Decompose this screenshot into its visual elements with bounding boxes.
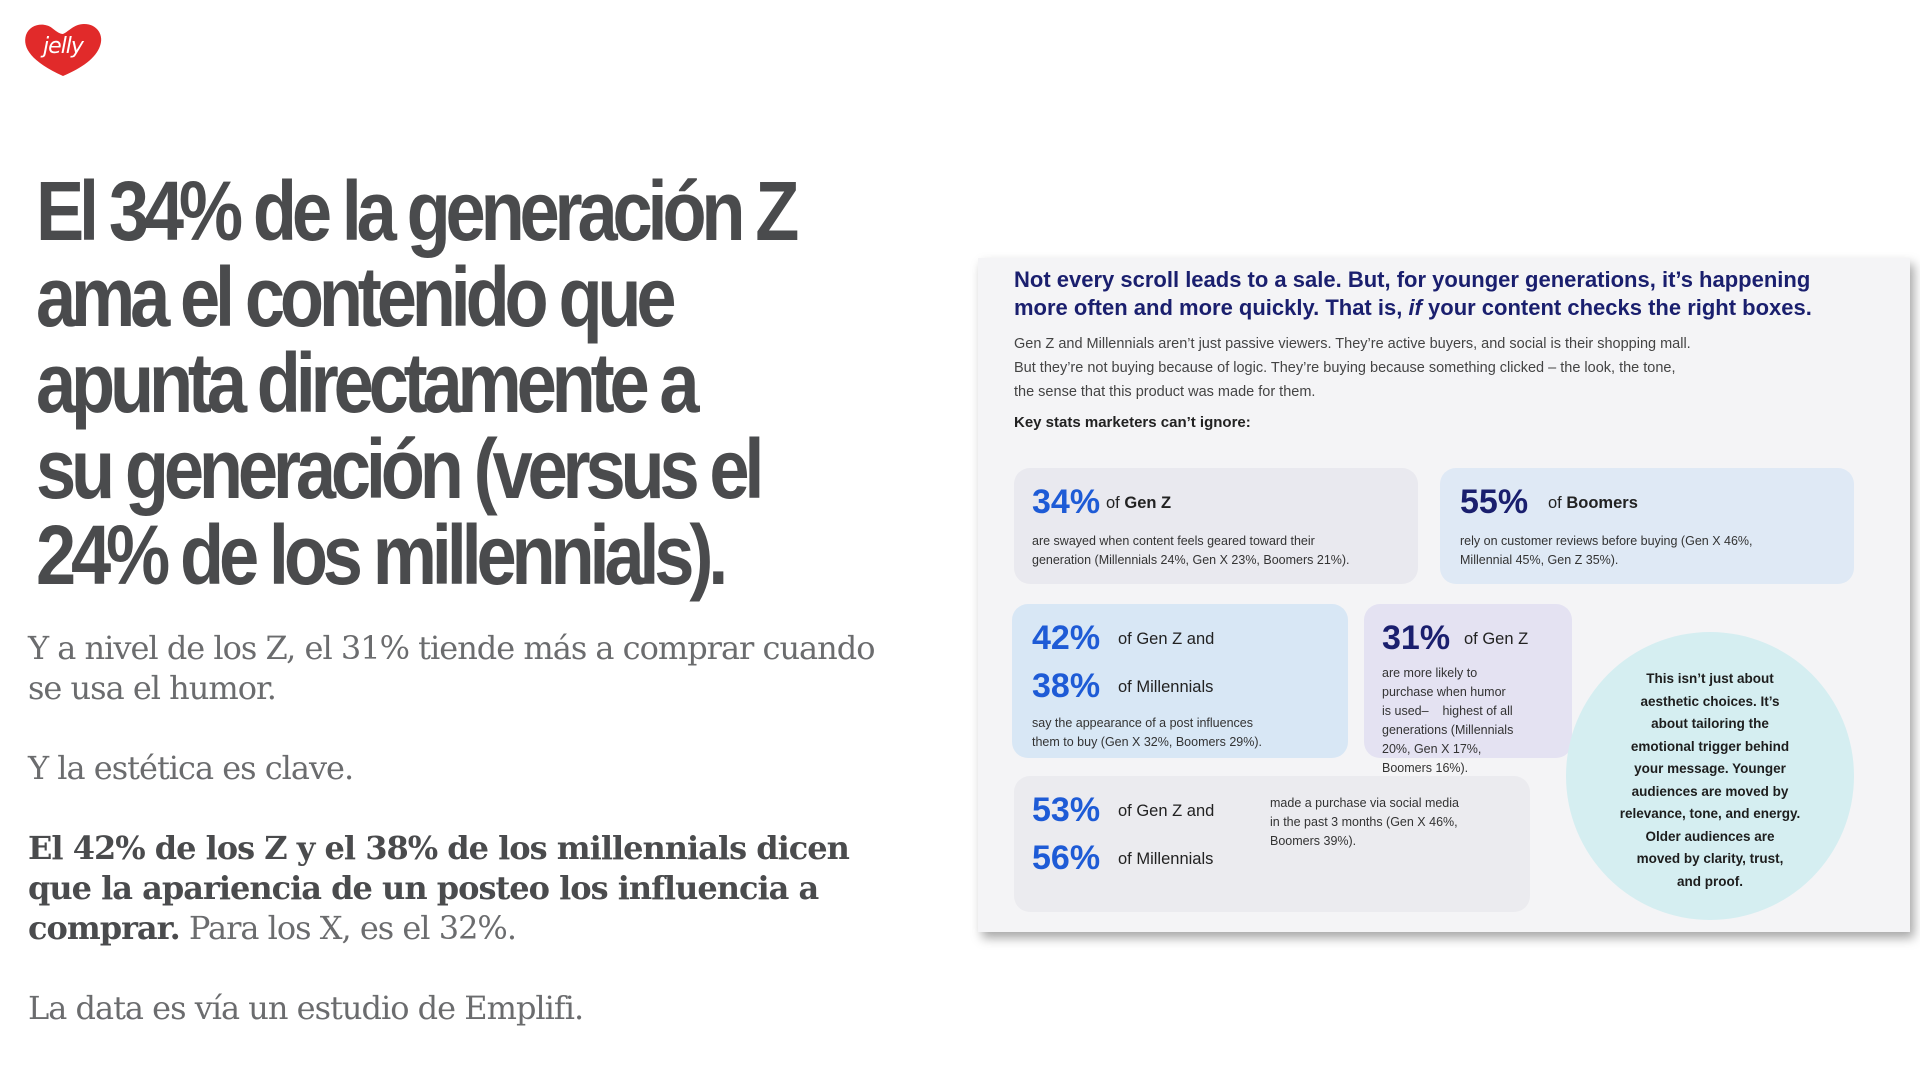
- heart-logo-icon: [25, 24, 102, 76]
- stat-group-name: Gen Z: [1124, 494, 1172, 512]
- stat-group: of Millennials: [1118, 678, 1214, 696]
- stat-percent: 34%: [1032, 483, 1101, 521]
- insight-line: and proof.: [1677, 873, 1743, 889]
- stat-group: of Boomers: [1548, 492, 1638, 514]
- stat-group-name: Boomers: [1566, 494, 1638, 512]
- stat-group: of Gen Z and: [1118, 630, 1215, 648]
- stat-card-social-purchase: 53% of Gen Z and 56% of Millennials made…: [1014, 776, 1530, 912]
- desc-line: are more likely to: [1382, 666, 1478, 680]
- stat-percent: 38%: [1032, 667, 1101, 705]
- stat-group: of Gen Z and: [1118, 802, 1215, 820]
- desc-line: is used– highest of all: [1382, 704, 1513, 718]
- headline: El 34% de la generación Z ama el conteni…: [36, 164, 799, 602]
- stat-card-boomers-reviews: 55% of Boomers rely on customer reviews …: [1440, 468, 1854, 584]
- insight-line: audiences are moved by: [1631, 783, 1789, 799]
- headline-line: 24% de los millennials).: [36, 508, 728, 602]
- heading-if: if: [1408, 295, 1422, 320]
- infographic-heading: Not every scroll leads to a sale. But, f…: [1014, 266, 1894, 322]
- stat-of: of: [1106, 494, 1125, 512]
- stat-description: are more likely to purchase when humor i…: [1382, 664, 1513, 778]
- desc-line: Boomers 39%).: [1270, 834, 1357, 848]
- desc-line: say the appearance of a post influences: [1032, 716, 1253, 730]
- desc-line: 20%, Gen X 17%,: [1382, 742, 1482, 756]
- desc-line: in the past 3 months (Gen X 46%,: [1270, 815, 1458, 829]
- infographic-panel: Not every scroll leads to a sale. But, f…: [978, 258, 1910, 932]
- paragraph-appearance-bold: El 42% de los Z y el 38% de los millenni…: [28, 829, 850, 947]
- heading-line: Not every scroll leads to a sale. But, f…: [1014, 267, 1811, 292]
- stat-percent: 42%: [1032, 619, 1101, 657]
- desc-line: Millennial 45%, Gen Z 35%).: [1460, 553, 1619, 567]
- intro-line: Gen Z and Millennials aren’t just passiv…: [1014, 336, 1691, 352]
- heading-line: more often and more quickly. That is, if…: [1014, 294, 1894, 322]
- stat-group: of Gen Z: [1106, 492, 1171, 514]
- jelly-logo: jelly: [22, 22, 104, 78]
- desc-line: them to buy (Gen X 32%, Boomers 29%).: [1032, 735, 1262, 749]
- paragraph-humor: Y a nivel de los Z, el 31% tiende más a …: [28, 629, 875, 707]
- stat-percent: 55%: [1460, 483, 1529, 521]
- stat-description: are swayed when content feels geared tow…: [1032, 532, 1350, 570]
- stat-group: of Millennials: [1118, 850, 1214, 868]
- key-stats-label: Key stats marketers can’t ignore:: [1014, 414, 1251, 431]
- stat-card-appearance: 42% of Gen Z and 38% of Millennials say …: [1012, 604, 1348, 758]
- insight-line: This isn’t just about: [1646, 671, 1774, 686]
- headline-line: apunta directamente a: [36, 336, 700, 430]
- stat-description: rely on customer reviews before buying (…: [1460, 532, 1753, 570]
- insight-text: This isn’t just about aesthetic choices.…: [1592, 668, 1828, 893]
- stat-card-humor: 31% of Gen Z are more likely to purchase…: [1364, 604, 1572, 775]
- heading-text: more often and more quickly. That is,: [1014, 295, 1409, 320]
- insight-line: aesthetic choices. It’s: [1640, 693, 1780, 709]
- insight-line: relevance, tone, and energy.: [1619, 806, 1801, 821]
- heading-text: your content checks the right boxes.: [1421, 295, 1812, 320]
- paragraph-aesthetics: Y la estética es clave.: [28, 749, 354, 787]
- insight-line: your message. Younger: [1634, 761, 1786, 776]
- desc-line: generation (Millennials 24%, Gen X 23%, …: [1032, 553, 1350, 567]
- desc-line: rely on customer reviews before buying (…: [1460, 534, 1753, 548]
- insight-line: emotional trigger behind: [1630, 738, 1790, 754]
- headline-line: su generación (versus el: [36, 422, 764, 516]
- insight-line: moved by clarity, trust,: [1636, 851, 1784, 866]
- logo-text: jelly: [43, 34, 84, 59]
- desc-line: purchase when humor: [1382, 685, 1506, 699]
- paragraph-appearance-rest: Para los X, es el 32%.: [179, 909, 517, 947]
- stat-of: of: [1548, 494, 1567, 512]
- body-text: Y a nivel de los Z, el 31% tiende más a …: [28, 628, 908, 1068]
- stat-percent: 31%: [1382, 619, 1451, 657]
- paragraph-appearance: El 42% de los Z y el 38% de los millenni…: [28, 828, 908, 948]
- stat-percent: 53%: [1032, 791, 1101, 829]
- stat-description: say the appearance of a post influences …: [1032, 714, 1262, 752]
- desc-line: are swayed when content feels geared tow…: [1032, 534, 1315, 548]
- desc-line: made a purchase via social media: [1270, 796, 1459, 810]
- infographic-intro: Gen Z and Millennials aren’t just passiv…: [1014, 332, 1874, 404]
- headline-line: El 34% de la generación Z: [36, 164, 799, 258]
- intro-line: But they’re not buying because of logic.…: [1014, 360, 1676, 376]
- intro-line: the sense that this product was made for…: [1014, 384, 1316, 400]
- paragraph-source: La data es vía un estudio de Emplifi.: [28, 989, 584, 1027]
- desc-line: Boomers 16%).: [1382, 761, 1469, 775]
- desc-line: generations (Millennials: [1382, 723, 1514, 737]
- stat-card-genz-generation: 34% of Gen Z are swayed when content fee…: [1014, 468, 1418, 584]
- stat-group: of Gen Z: [1464, 630, 1529, 648]
- insight-line: about tailoring the: [1651, 716, 1769, 731]
- headline-line: ama el contenido que: [36, 250, 677, 344]
- stat-percent: 56%: [1032, 839, 1101, 877]
- insight-line: Older audiences are: [1645, 828, 1775, 844]
- stat-description: made a purchase via social media in the …: [1270, 794, 1459, 851]
- insight-circle: This isn’t just about aesthetic choices.…: [1566, 632, 1854, 920]
